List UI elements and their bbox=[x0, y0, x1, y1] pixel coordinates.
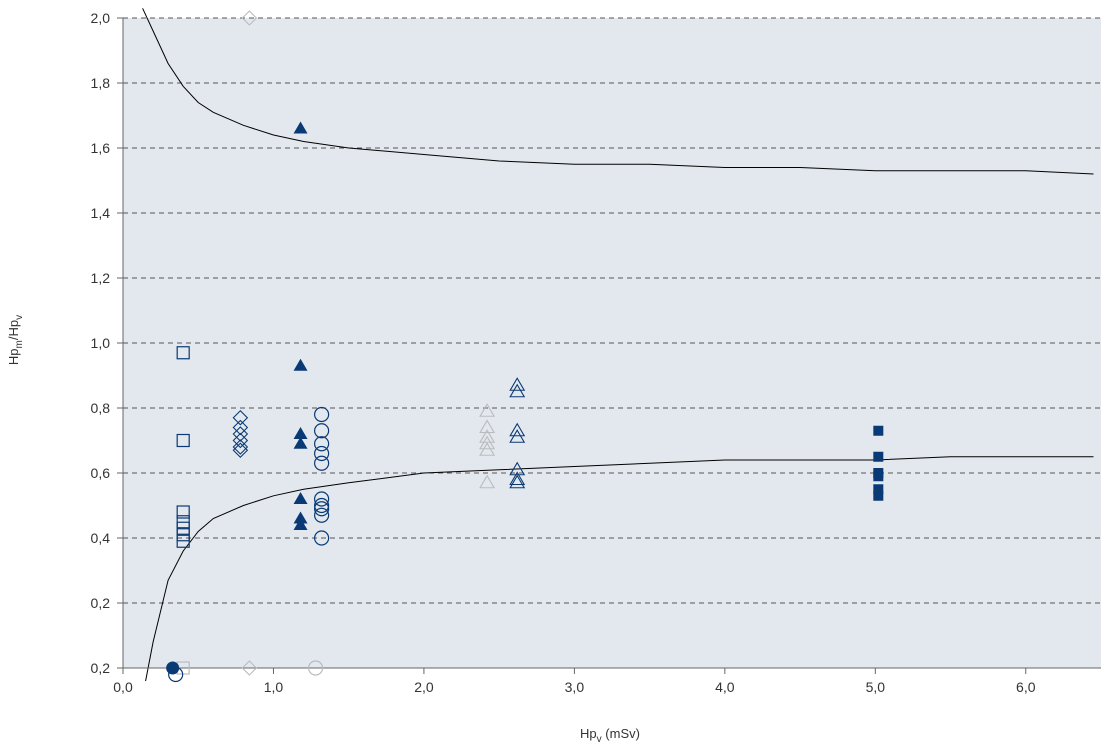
axes bbox=[117, 17, 1101, 674]
y-tick-label: 2,0 bbox=[91, 10, 111, 26]
triangle-marker bbox=[479, 442, 496, 456]
circle-marker bbox=[314, 455, 330, 471]
square-marker bbox=[873, 425, 884, 436]
triangle-marker bbox=[479, 419, 496, 434]
triangle-marker bbox=[479, 474, 496, 489]
triangle-marker bbox=[293, 436, 308, 449]
diamond-marker bbox=[232, 409, 249, 426]
y-axis-title: Hpm/Hpv bbox=[6, 315, 25, 365]
square-marker bbox=[176, 433, 190, 448]
gridlines bbox=[123, 17, 1101, 604]
y-tick-label: 0,4 bbox=[91, 530, 111, 546]
y-tick-label: 0,8 bbox=[91, 400, 111, 416]
data-points bbox=[166, 10, 884, 683]
x-tick-label: 2,0 bbox=[414, 679, 434, 695]
diamond-marker bbox=[241, 10, 258, 26]
diamond-marker bbox=[232, 439, 249, 455]
triangle-marker bbox=[509, 422, 526, 437]
y-tick-label: 1,4 bbox=[91, 205, 111, 221]
diamond-marker bbox=[232, 426, 249, 442]
circle-marker bbox=[314, 530, 330, 546]
triangle-marker bbox=[479, 403, 496, 417]
y-tick-label: 1,6 bbox=[91, 140, 111, 156]
triangle-marker bbox=[479, 435, 496, 450]
triangle-marker bbox=[293, 358, 308, 371]
circle-marker bbox=[314, 445, 330, 462]
triangle-marker bbox=[509, 377, 526, 391]
x-tick-label: 3,0 bbox=[565, 679, 585, 695]
diamond-marker bbox=[232, 442, 249, 459]
triangle-marker bbox=[509, 474, 526, 489]
triangle-marker bbox=[509, 383, 526, 398]
square-marker bbox=[176, 505, 190, 519]
y-tick-label: 1,0 bbox=[91, 335, 111, 351]
triangle-marker bbox=[293, 511, 308, 524]
diamond-marker bbox=[241, 660, 258, 676]
y-tick-label: 1,8 bbox=[91, 75, 111, 91]
square-marker bbox=[176, 534, 190, 548]
square-marker bbox=[873, 490, 884, 501]
x-tick-label: 4,0 bbox=[715, 679, 735, 695]
circle-marker bbox=[314, 497, 330, 514]
square-marker bbox=[873, 484, 884, 495]
tick-labels: 0,2 0,2 0,4 0,6 0,8 1,0 1,2 1,4 1,6 1,8 2,0 0,0 1,0 2… bbox=[91, 10, 1036, 695]
x-tick-label: 5,0 bbox=[866, 679, 886, 695]
triangle-marker bbox=[293, 518, 308, 530]
x-tick-label: 1,0 bbox=[264, 679, 284, 695]
y-tick-label: 0,2 bbox=[91, 595, 111, 611]
circle-marker bbox=[314, 423, 330, 439]
diamond-marker bbox=[232, 432, 249, 449]
circle-marker bbox=[314, 436, 330, 452]
y-tick-label: 0,6 bbox=[91, 465, 111, 481]
circle-marker bbox=[314, 406, 330, 423]
triangle-marker bbox=[293, 121, 308, 134]
y-tick-label: 0,2 bbox=[91, 660, 111, 676]
circle-marker bbox=[307, 660, 324, 676]
square-marker bbox=[873, 451, 884, 462]
x-tick-label: 0,0 bbox=[113, 679, 133, 695]
square-marker bbox=[176, 346, 190, 360]
triangle-marker bbox=[293, 427, 308, 439]
x-tick-label: 6,0 bbox=[1016, 679, 1036, 695]
triangle-marker bbox=[293, 492, 308, 504]
diamond-marker bbox=[232, 419, 249, 436]
circle-marker bbox=[166, 661, 180, 675]
square-marker bbox=[873, 471, 884, 482]
circle-marker bbox=[314, 507, 330, 523]
y-tick-label: 1,2 bbox=[91, 270, 111, 286]
triangle-marker bbox=[509, 471, 526, 486]
triangle-marker bbox=[509, 429, 526, 443]
curve-upper bbox=[142, 8, 1094, 175]
circle-marker bbox=[314, 501, 330, 517]
circle-marker bbox=[314, 491, 330, 507]
x-axis-title: Hpv (mSv) bbox=[580, 726, 640, 744]
